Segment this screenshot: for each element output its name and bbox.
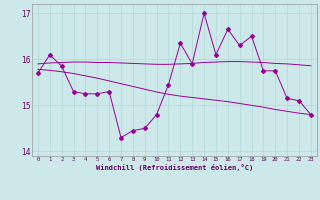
- X-axis label: Windchill (Refroidissement éolien,°C): Windchill (Refroidissement éolien,°C): [96, 164, 253, 171]
